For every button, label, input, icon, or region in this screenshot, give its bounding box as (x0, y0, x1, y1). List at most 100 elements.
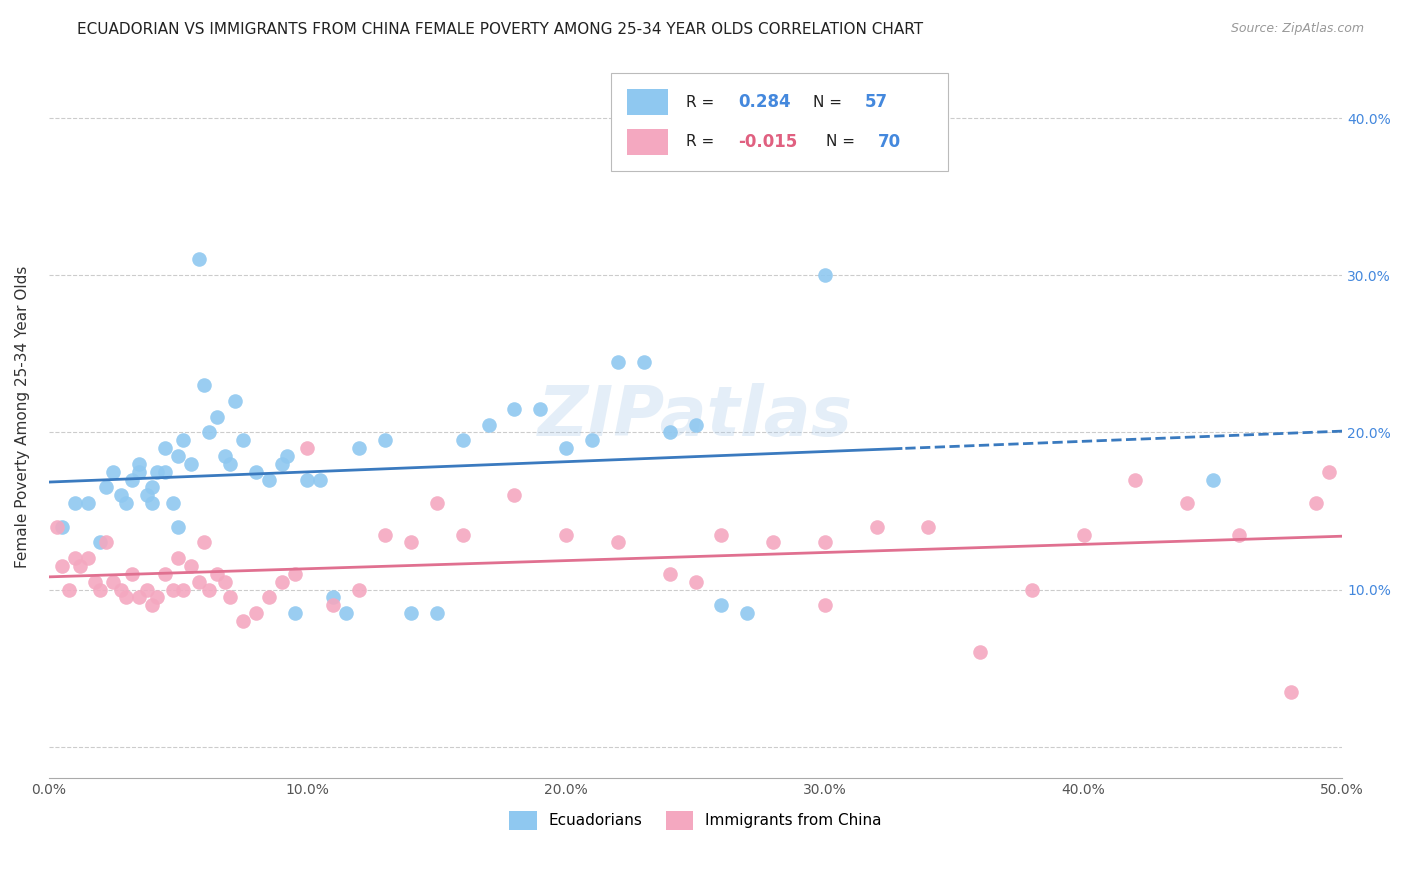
Point (1317, 465, 1340, 479)
Point (865, 519, 887, 533)
Point (167, 449, 190, 463)
Point (162, 582, 184, 597)
Point (128, 465, 150, 479)
Point (198, 425, 221, 440)
Point (1227, 527, 1250, 541)
Point (426, 496, 449, 510)
Point (187, 252, 209, 267)
Point (270, 574, 292, 589)
Point (297, 441, 319, 455)
Point (347, 441, 370, 455)
Point (51, 519, 73, 533)
Point (76, 496, 98, 510)
Point (762, 535, 785, 549)
Point (245, 465, 267, 479)
Point (193, 378, 215, 392)
Point (555, 527, 578, 541)
Point (84, 574, 107, 589)
Point (63, 496, 86, 510)
Point (735, 606, 758, 620)
Point (180, 559, 202, 574)
Point (63, 551, 86, 566)
Point (89, 582, 111, 597)
Bar (627, 129, 668, 154)
Point (1175, 496, 1198, 510)
Text: R =: R = (686, 95, 720, 110)
Point (103, 465, 125, 479)
Point (94, 535, 117, 549)
Bar (612, 73, 948, 171)
Point (322, 599, 344, 613)
Point (128, 457, 150, 471)
Point (153, 566, 176, 581)
Point (1021, 582, 1043, 597)
Point (58, 582, 80, 597)
Point (162, 496, 184, 510)
Point (121, 566, 143, 581)
Point (141, 599, 163, 613)
Point (232, 614, 254, 628)
Point (426, 606, 449, 620)
Text: -0.015: -0.015 (738, 133, 797, 151)
Text: R =: R = (686, 135, 720, 149)
Point (1305, 496, 1327, 510)
Point (1279, 685, 1302, 699)
Point (218, 457, 240, 471)
Point (69, 559, 91, 574)
Y-axis label: Female Poverty Among 25-34 Year Olds: Female Poverty Among 25-34 Year Olds (15, 266, 30, 568)
Bar (627, 89, 668, 115)
Point (193, 535, 215, 549)
Text: N =: N = (813, 95, 846, 110)
Point (1123, 473, 1146, 487)
Text: 57: 57 (865, 93, 889, 112)
Text: 70: 70 (877, 133, 901, 151)
Point (136, 488, 159, 502)
Text: Source: ZipAtlas.com: Source: ZipAtlas.com (1230, 22, 1364, 36)
Point (451, 527, 474, 541)
Point (232, 434, 254, 448)
Legend: Ecuadorians, Immigrants from China: Ecuadorians, Immigrants from China (503, 805, 889, 836)
Point (633, 354, 655, 368)
Point (297, 473, 319, 487)
Point (477, 417, 499, 432)
Point (45, 519, 67, 533)
Point (503, 488, 526, 502)
Point (115, 496, 138, 510)
Point (257, 591, 280, 605)
Point (146, 465, 169, 479)
Point (180, 457, 202, 471)
Point (529, 401, 551, 416)
Point (257, 473, 280, 487)
Point (814, 535, 837, 549)
Point (276, 449, 298, 463)
Text: ECUADORIAN VS IMMIGRANTS FROM CHINA FEMALE POVERTY AMONG 25-34 YEAR OLDS CORRELA: ECUADORIAN VS IMMIGRANTS FROM CHINA FEMA… (77, 22, 924, 37)
Point (503, 401, 526, 416)
Point (685, 417, 707, 432)
Point (205, 566, 228, 581)
Point (451, 434, 474, 448)
Point (153, 465, 176, 479)
Point (606, 535, 628, 549)
Point (110, 488, 132, 502)
Point (141, 496, 163, 510)
Point (335, 606, 357, 620)
Point (581, 434, 603, 448)
Point (218, 591, 240, 605)
Point (969, 645, 991, 659)
Point (121, 473, 143, 487)
Point (374, 434, 396, 448)
Point (167, 551, 190, 566)
Point (1202, 473, 1225, 487)
Point (198, 582, 221, 597)
Point (224, 394, 246, 409)
Point (710, 599, 733, 613)
Point (146, 591, 169, 605)
Point (214, 574, 236, 589)
Point (309, 473, 332, 487)
Point (245, 606, 267, 620)
Point (399, 606, 422, 620)
Point (128, 591, 150, 605)
Point (136, 582, 159, 597)
Point (167, 519, 190, 533)
Point (141, 480, 163, 494)
